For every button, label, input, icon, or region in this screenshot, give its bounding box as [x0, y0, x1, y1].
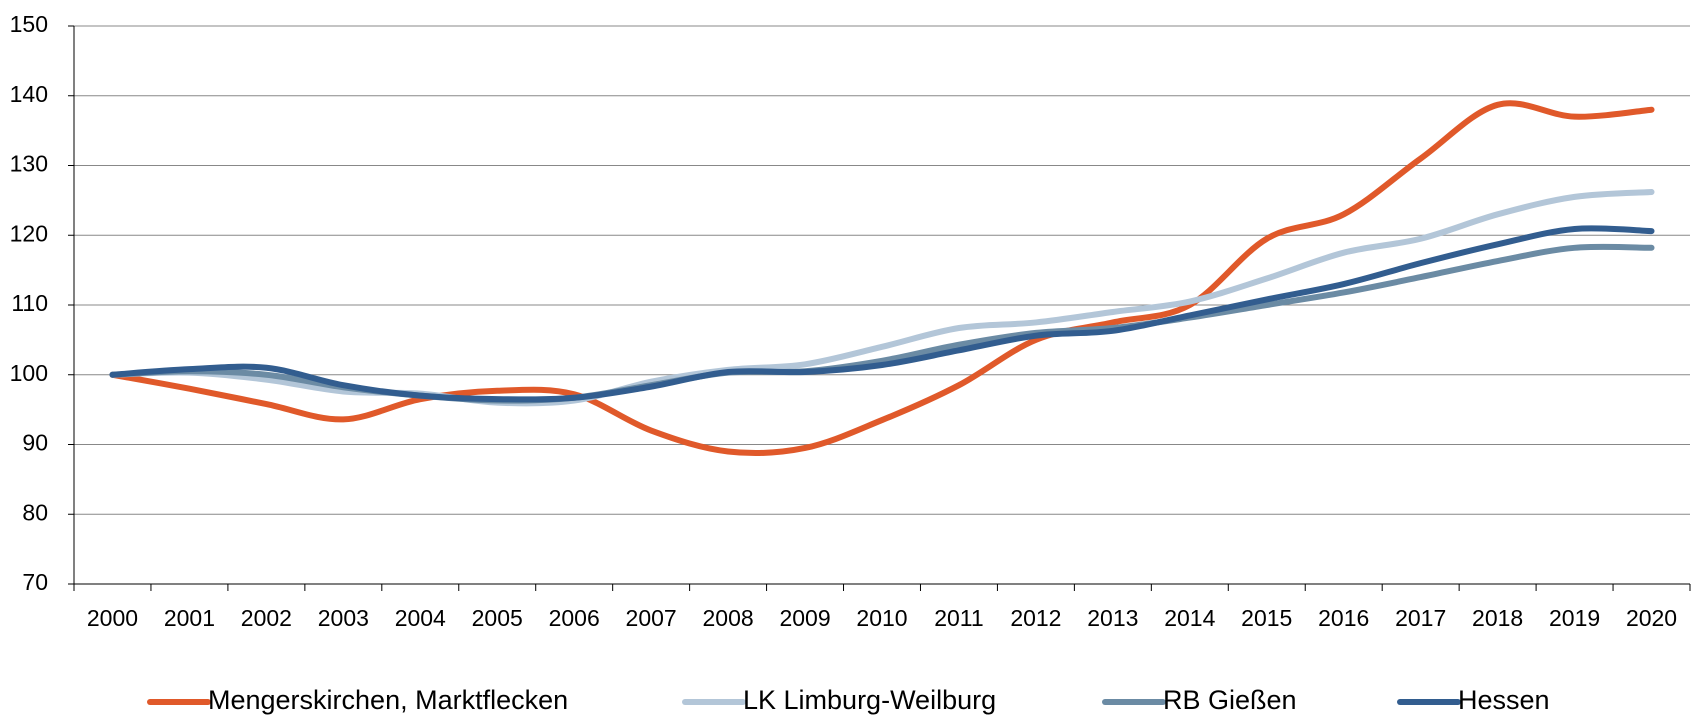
y-tick-label: 120: [10, 220, 48, 246]
y-tick-label: 110: [11, 290, 48, 316]
x-tick-label: 2007: [626, 605, 677, 631]
x-tick-label: 2019: [1549, 605, 1600, 631]
x-tick-label: 2002: [241, 605, 292, 631]
y-tick-label: 70: [22, 569, 48, 595]
y-tick-label: 130: [10, 151, 48, 177]
y-tick-label: 150: [10, 11, 48, 37]
x-tick-label: 2003: [318, 605, 369, 631]
x-tick-label: 2018: [1472, 605, 1523, 631]
series-line: [109, 100, 1655, 457]
x-tick-label: 2014: [1164, 605, 1215, 631]
x-tick-label: 2009: [779, 605, 830, 631]
y-tick-label: 140: [10, 81, 48, 107]
x-tick-label: 2011: [934, 605, 983, 631]
legend-label: LK Limburg-Weilburg: [743, 685, 996, 715]
x-tick-label: 2013: [1087, 605, 1138, 631]
y-tick-label: 100: [10, 360, 48, 386]
x-tick-label: 2008: [703, 605, 754, 631]
legend-label: RB Gießen: [1163, 685, 1297, 715]
x-tick-label: 2020: [1626, 605, 1677, 631]
x-tick-label: 2017: [1395, 605, 1446, 631]
legend-label: Hessen: [1458, 685, 1550, 715]
y-tick-label: 80: [22, 499, 48, 525]
x-tick-label: 2015: [1241, 605, 1292, 631]
series-line: [109, 243, 1655, 404]
series-line: [109, 189, 1655, 407]
series-line: [109, 225, 1655, 403]
legend-label: Mengerskirchen, Marktflecken: [208, 685, 568, 715]
y-tick-label: 90: [22, 430, 48, 456]
x-tick-label: 2005: [472, 605, 523, 631]
x-tick-label: 2001: [164, 605, 215, 631]
x-tick-label: 2012: [1010, 605, 1061, 631]
x-tick-label: 2000: [87, 605, 138, 631]
x-tick-label: 2010: [856, 605, 907, 631]
x-tick-label: 2016: [1318, 605, 1369, 631]
x-tick-label: 2006: [549, 605, 600, 631]
x-tick-label: 2004: [395, 605, 446, 631]
